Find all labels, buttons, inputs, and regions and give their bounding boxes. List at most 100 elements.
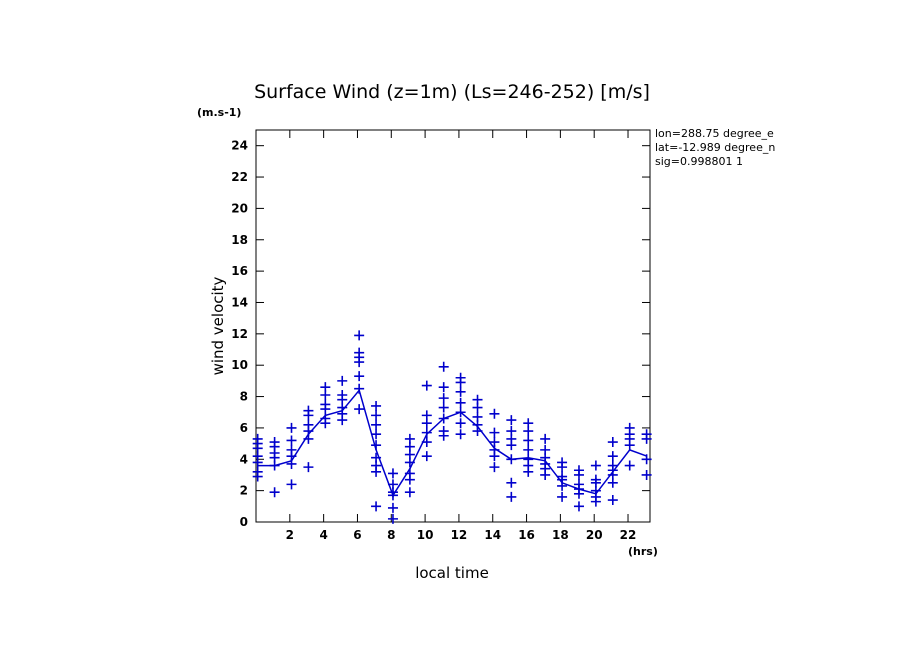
wind-sample-point (472, 411, 483, 422)
wind-sample-point (455, 418, 466, 429)
wind-sample-point (421, 410, 432, 421)
wind-sample-point (607, 495, 618, 506)
x-tick-label: 10 (417, 528, 434, 542)
wind-sample-point (455, 397, 466, 408)
info-mask (781, 124, 904, 170)
y-tick-label: 10 (231, 358, 248, 372)
x-axis-ticks: 2 4 6 8 10 12 14 16 18 20 22 (286, 130, 637, 542)
info-lon: lon=288.75 degree_e (655, 127, 774, 140)
wind-sample-point (320, 399, 331, 410)
wind-sample-point (489, 408, 500, 419)
wind-sample-point (557, 471, 568, 482)
y-tick-label: 14 (231, 295, 248, 309)
wind-sample-point (506, 415, 517, 426)
y-tick-label: 24 (231, 139, 248, 153)
wind-sample-point (354, 404, 365, 415)
wind-sample-point (252, 433, 263, 444)
wind-sample-point (523, 418, 534, 429)
wind-sample-point (489, 437, 500, 448)
wind-sample-point (641, 469, 652, 480)
wind-sample-point (421, 437, 432, 448)
wind-sample-point (354, 371, 365, 382)
wind-sample-point (354, 347, 365, 358)
x-tick-label: 2 (286, 528, 294, 542)
plot-frame (255, 129, 651, 523)
wind-sample-point (303, 462, 314, 473)
wind-sample-point (540, 444, 551, 455)
wind-sample-point (438, 402, 449, 413)
wind-sample-point (523, 454, 534, 465)
wind-sample-point (455, 386, 466, 397)
y-tick-label: 22 (231, 170, 248, 184)
wind-sample-point (421, 451, 432, 462)
wind-sample-point (557, 457, 568, 468)
wind-sample-point (438, 361, 449, 372)
y-tick-label: 0 (240, 515, 248, 529)
wind-sample-point (371, 410, 382, 421)
wind-sample-point (421, 380, 432, 391)
wind-sample-point (489, 462, 500, 473)
info-box: lon=288.75 degree_e lat=-12.989 degree_n… (655, 124, 904, 170)
wind-sample-point (354, 330, 365, 341)
wind-sample-point (641, 429, 652, 440)
wind-sample-point (455, 372, 466, 383)
wind-sample-point (590, 474, 601, 485)
y-axis-label: wind velocity (209, 276, 227, 375)
wind-sample-point (404, 468, 415, 479)
wind-sample-point (438, 426, 449, 437)
info-sig: sig=0.998801 1 (655, 155, 743, 168)
wind-sample-point (303, 405, 314, 416)
wind-sample-point (252, 466, 263, 477)
y-tick-label: 8 (240, 390, 248, 404)
wind-sample-point (489, 427, 500, 438)
wind-sample-point (573, 501, 584, 512)
mean-wind-line (257, 388, 647, 497)
wind-sample-point (573, 465, 584, 476)
wind-sample-point (523, 444, 534, 455)
wind-sample-point (269, 487, 280, 498)
wind-sample-point (320, 382, 331, 393)
y-units-label: (m.s-1) (197, 106, 241, 119)
wind-sample-point (337, 375, 348, 386)
wind-sample-point (557, 491, 568, 502)
wind-sample-point (607, 460, 618, 471)
wind-sample-point (404, 433, 415, 444)
x-tick-label: 20 (586, 528, 603, 542)
y-tick-label: 20 (231, 201, 248, 215)
wind-sample-point (371, 429, 382, 440)
wind-sample-point (286, 435, 297, 446)
wind-sample-point (387, 468, 398, 479)
x-tick-label: 4 (319, 528, 327, 542)
x-axis-label: local time (415, 564, 489, 582)
wind-sample-point (590, 460, 601, 471)
x-units-label: (hrs) (628, 545, 658, 558)
wind-sample-point (523, 435, 534, 446)
x-tick-label: 18 (552, 528, 569, 542)
wind-sample-point (573, 479, 584, 490)
wind-sample-point (286, 422, 297, 433)
y-tick-label: 4 (240, 452, 248, 466)
wind-sample-point (387, 479, 398, 490)
wind-sample-point (438, 393, 449, 404)
wind-sample-point (286, 479, 297, 490)
y-tick-label: 16 (231, 264, 248, 278)
wind-sample-point (506, 454, 517, 465)
wind-sample-point (371, 419, 382, 430)
wind-sample-point (438, 413, 449, 424)
x-tick-label: 12 (451, 528, 468, 542)
wind-sample-point (607, 451, 618, 462)
y-tick-label: 18 (231, 233, 248, 247)
wind-sample-point (624, 460, 635, 471)
wind-sample-point (387, 502, 398, 513)
y-tick-label: 12 (231, 327, 248, 341)
wind-sample-point (455, 407, 466, 418)
info-lat: lat=-12.989 degree_n (655, 141, 775, 154)
wind-sample-point (404, 487, 415, 498)
wind-sample-point (607, 437, 618, 448)
x-tick-label: 16 (518, 528, 535, 542)
wind-sample-point (303, 419, 314, 430)
wind-sample-point (371, 452, 382, 463)
x-tick-label: 22 (620, 528, 637, 542)
